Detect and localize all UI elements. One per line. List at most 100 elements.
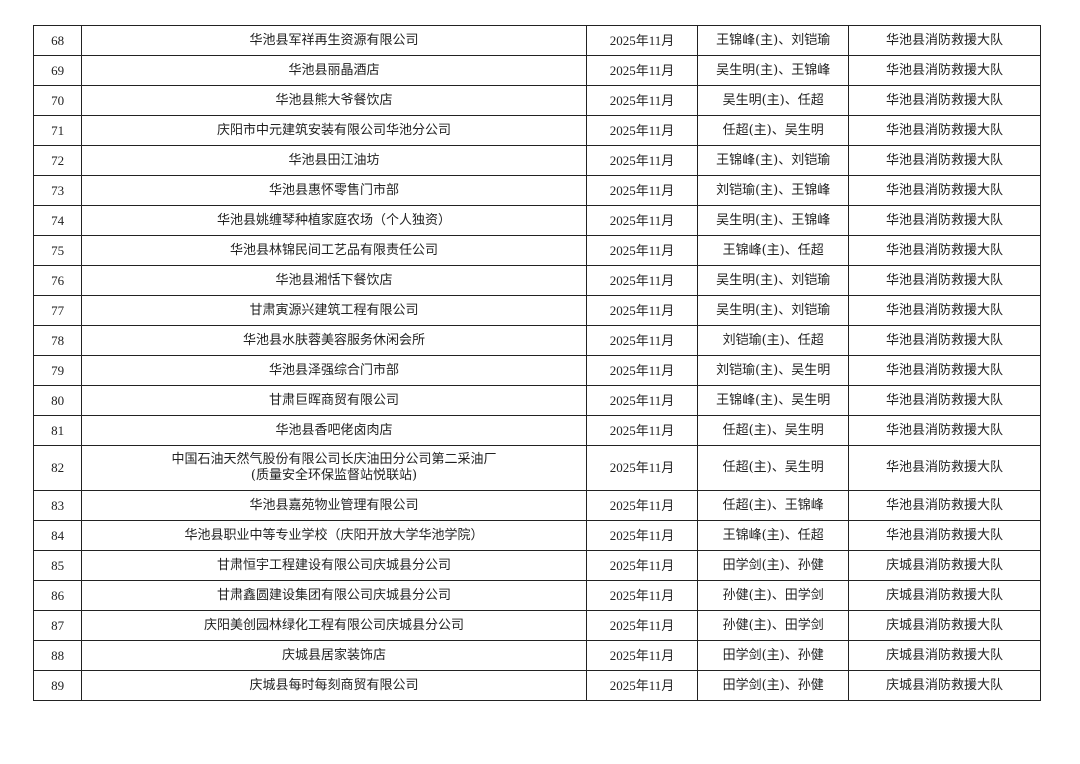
inspectors-cell: 吴生明(主)、王锦峰 — [697, 205, 850, 236]
table-row: 73 华池县惠怀零售门市部 2025年11月 刘铠瑜(主)、王锦峰 华池县消防救援大队 — [32, 175, 1041, 206]
fire-brigade-unit-cell: 华池县消防救援大队 — [848, 145, 1041, 176]
company-name: 华池县职业中等专业学校（庆阳开放大学华池学院） — [184, 527, 484, 543]
fire-brigade-unit: 华池县消防救援大队 — [886, 362, 1004, 378]
inspection-date-cell: 2025年11月 — [585, 115, 699, 146]
row-number-cell: 73 — [32, 175, 83, 206]
row-number: 73 — [51, 182, 65, 198]
row-number: 78 — [51, 332, 65, 348]
inspection-date-cell: 2025年11月 — [585, 640, 699, 671]
fire-brigade-unit-cell: 华池县消防救援大队 — [848, 265, 1041, 296]
row-number: 79 — [51, 362, 65, 378]
company-name-cell: 华池县军祥再生资源有限公司 — [81, 25, 587, 56]
inspection-date: 2025年11月 — [609, 182, 675, 198]
inspectors-cell: 任超(主)、吴生明 — [697, 445, 850, 491]
inspectors-cell: 吴生明(主)、刘铠瑜 — [697, 265, 850, 296]
company-name: 华池县湘恬下餐饮店 — [275, 272, 393, 288]
company-name-cell: 华池县林锦民间工艺品有限责任公司 — [81, 235, 587, 266]
fire-brigade-unit: 华池县消防救援大队 — [886, 527, 1004, 543]
inspectors-cell: 任超(主)、王锦峰 — [697, 490, 850, 521]
company-name-cell: 华池县熊大爷餐饮店 — [81, 85, 587, 116]
inspectors-cell: 吴生明(主)、刘铠瑜 — [697, 295, 850, 326]
company-name: 华池县丽晶酒店 — [288, 62, 380, 78]
inspection-date: 2025年11月 — [609, 92, 675, 108]
inspectors-cell: 田学剑(主)、孙健 — [697, 640, 850, 671]
inspectors: 吴生明(主)、刘铠瑜 — [716, 272, 831, 288]
inspectors: 吴生明(主)、王锦峰 — [716, 212, 831, 228]
fire-brigade-unit-cell: 庆城县消防救援大队 — [848, 580, 1041, 611]
inspection-date-cell: 2025年11月 — [585, 325, 699, 356]
row-number-cell: 71 — [32, 115, 83, 146]
inspectors: 孙健(主)、田学剑 — [722, 587, 824, 603]
row-number: 77 — [51, 302, 65, 318]
company-name: 华池县泽强综合门市部 — [268, 362, 399, 378]
inspectors: 刘铠瑜(主)、吴生明 — [716, 362, 831, 378]
inspection-date: 2025年11月 — [609, 557, 675, 573]
row-number-cell: 77 — [32, 295, 83, 326]
inspection-date: 2025年11月 — [609, 272, 675, 288]
row-number-cell: 69 — [32, 55, 83, 86]
row-number: 74 — [51, 212, 65, 228]
company-name-cell: 华池县香吧佬卤肉店 — [81, 415, 587, 446]
fire-brigade-unit: 庆城县消防救援大队 — [886, 677, 1004, 693]
fire-brigade-unit-cell: 华池县消防救援大队 — [848, 415, 1041, 446]
fire-brigade-unit: 华池县消防救援大队 — [886, 272, 1004, 288]
inspectors: 王锦峰(主)、任超 — [722, 527, 824, 543]
row-number: 80 — [51, 392, 65, 408]
inspectors-cell: 王锦峰(主)、刘铠瑜 — [697, 25, 850, 56]
row-number-cell: 81 — [32, 415, 83, 446]
company-name: 甘肃恒宇工程建设有限公司庆城县分公司 — [216, 557, 451, 573]
company-name-cell: 庆阳市中元建筑安装有限公司华池分公司 — [81, 115, 587, 146]
inspectors-cell: 王锦峰(主)、吴生明 — [697, 385, 850, 416]
inspection-date-cell: 2025年11月 — [585, 145, 699, 176]
fire-brigade-unit-cell: 庆城县消防救援大队 — [848, 610, 1041, 641]
inspection-date: 2025年11月 — [609, 152, 675, 168]
inspectors-cell: 王锦峰(主)、任超 — [697, 235, 850, 266]
inspection-date-cell: 2025年11月 — [585, 610, 699, 641]
inspection-date-cell: 2025年11月 — [585, 670, 699, 701]
inspection-date: 2025年11月 — [609, 332, 675, 348]
company-name: 庆阳市中元建筑安装有限公司华池分公司 — [216, 122, 451, 138]
fire-brigade-unit-cell: 华池县消防救援大队 — [848, 235, 1041, 266]
table-row: 80 甘肃巨晖商贸有限公司 2025年11月 王锦峰(主)、吴生明 华池县消防救援大队 — [32, 385, 1041, 416]
inspection-date: 2025年11月 — [609, 212, 675, 228]
fire-brigade-unit: 华池县消防救援大队 — [886, 182, 1004, 198]
table-row: 89 庆城县每时每刻商贸有限公司 2025年11月 田学剑(主)、孙健 庆城县消防救援大… — [32, 670, 1041, 701]
company-name: 甘肃鑫圆建设集团有限公司庆城县分公司 — [216, 587, 451, 603]
inspection-date-cell: 2025年11月 — [585, 295, 699, 326]
fire-brigade-unit-cell: 华池县消防救援大队 — [848, 490, 1041, 521]
row-number-cell: 76 — [32, 265, 83, 296]
row-number-cell: 85 — [32, 550, 83, 581]
row-number-cell: 79 — [32, 355, 83, 386]
inspectors: 孙健(主)、田学剑 — [722, 617, 824, 633]
row-number: 83 — [51, 497, 65, 513]
inspectors-cell: 刘铠瑜(主)、吴生明 — [697, 355, 850, 386]
fire-brigade-unit: 华池县消防救援大队 — [886, 460, 1004, 475]
row-number-cell: 78 — [32, 325, 83, 356]
inspectors: 任超(主)、王锦峰 — [722, 497, 824, 513]
inspection-date-cell: 2025年11月 — [585, 490, 699, 521]
fire-brigade-unit: 华池县消防救援大队 — [886, 422, 1004, 438]
row-number-cell: 75 — [32, 235, 83, 266]
company-name: 甘肃巨晖商贸有限公司 — [268, 392, 399, 408]
inspection-date-cell: 2025年11月 — [585, 85, 699, 116]
inspection-date-cell: 2025年11月 — [585, 445, 699, 491]
company-name-cell: 华池县嘉苑物业管理有限公司 — [81, 490, 587, 521]
table-row: 79 华池县泽强综合门市部 2025年11月 刘铠瑜(主)、吴生明 华池县消防救援大队 — [32, 355, 1041, 386]
table-row: 86 甘肃鑫圆建设集团有限公司庆城县分公司 2025年11月 孙健(主)、田学剑 庆城县… — [32, 580, 1041, 611]
company-name: 甘肃寅源兴建筑工程有限公司 — [249, 302, 419, 318]
inspection-date: 2025年11月 — [609, 587, 675, 603]
company-name-cell: 华池县惠怀零售门市部 — [81, 175, 587, 206]
inspectors-cell: 王锦峰(主)、刘铠瑜 — [697, 145, 850, 176]
row-number: 76 — [51, 272, 65, 288]
fire-brigade-unit: 华池县消防救援大队 — [886, 92, 1004, 108]
inspectors: 王锦峰(主)、刘铠瑜 — [716, 152, 831, 168]
inspectors: 吴生明(主)、任超 — [722, 92, 824, 108]
row-number-cell: 84 — [32, 520, 83, 551]
fire-brigade-unit: 华池县消防救援大队 — [886, 32, 1004, 48]
table-row: 88 庆城县居家装饰店 2025年11月 田学剑(主)、孙健 庆城县消防救援大队 — [32, 640, 1041, 671]
inspection-date-cell: 2025年11月 — [585, 580, 699, 611]
fire-brigade-unit-cell: 华池县消防救援大队 — [848, 520, 1041, 551]
inspectors: 吴生明(主)、刘铠瑜 — [716, 302, 831, 318]
inspectors: 王锦峰(主)、吴生明 — [716, 392, 831, 408]
table-row: 84 华池县职业中等专业学校（庆阳开放大学华池学院） 2025年11月 王锦峰(主)、… — [32, 520, 1041, 551]
